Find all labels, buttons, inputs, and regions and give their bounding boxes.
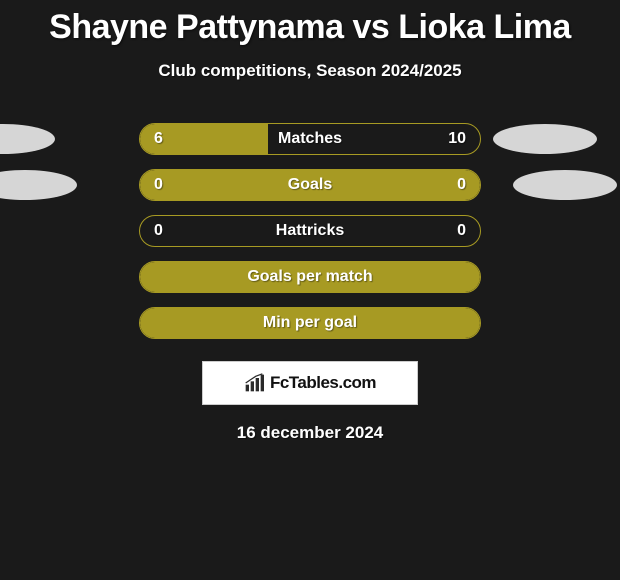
comparison-row: 0 Hattricks 0 (0, 215, 620, 247)
player2-name: Lioka Lima (398, 8, 571, 46)
comparison-title: Shayne Pattynama vs Lioka Lima (0, 8, 620, 47)
metric-bar: Min per goal (139, 307, 481, 339)
spacer (23, 216, 127, 246)
comparison-rows: 6 Matches 10 0 Goals 0 0 Hattricks 0 Goals per ma… (0, 123, 620, 339)
spacer (493, 262, 597, 292)
spacer (23, 308, 127, 338)
subtitle: Club competitions, Season 2024/2025 (0, 61, 620, 81)
value-left: 0 (154, 222, 163, 240)
date-label: 16 december 2024 (0, 423, 620, 443)
metric-bar: 6 Matches 10 (139, 123, 481, 155)
spacer (493, 216, 597, 246)
comparison-row: 6 Matches 10 (0, 123, 620, 155)
player1-badge (0, 124, 55, 154)
player1-name: Shayne Pattynama (49, 8, 343, 46)
comparison-row: Min per goal (0, 307, 620, 339)
comparison-container: Shayne Pattynama vs Lioka Lima Club comp… (0, 0, 620, 443)
metric-label: Matches (278, 130, 342, 148)
bar-chart-icon (244, 373, 264, 393)
spacer (23, 262, 127, 292)
metric-label: Goals (288, 176, 332, 194)
metric-bar: 0 Goals 0 (139, 169, 481, 201)
metric-bar: 0 Hattricks 0 (139, 215, 481, 247)
value-left: 6 (154, 130, 163, 148)
player2-badge (493, 124, 597, 154)
player2-badge (513, 170, 617, 200)
vs-label: vs (352, 8, 389, 46)
value-right: 10 (448, 130, 466, 148)
brand-text: FcTables.com (270, 373, 376, 393)
value-right: 0 (457, 222, 466, 240)
comparison-row: Goals per match (0, 261, 620, 293)
value-left: 0 (154, 176, 163, 194)
spacer (493, 308, 597, 338)
value-right: 0 (457, 176, 466, 194)
metric-label: Hattricks (276, 222, 344, 240)
brand-box: FcTables.com (202, 361, 418, 405)
comparison-row: 0 Goals 0 (0, 169, 620, 201)
metric-label: Min per goal (263, 314, 357, 332)
player1-badge (0, 170, 77, 200)
metric-label: Goals per match (247, 268, 372, 286)
metric-bar: Goals per match (139, 261, 481, 293)
